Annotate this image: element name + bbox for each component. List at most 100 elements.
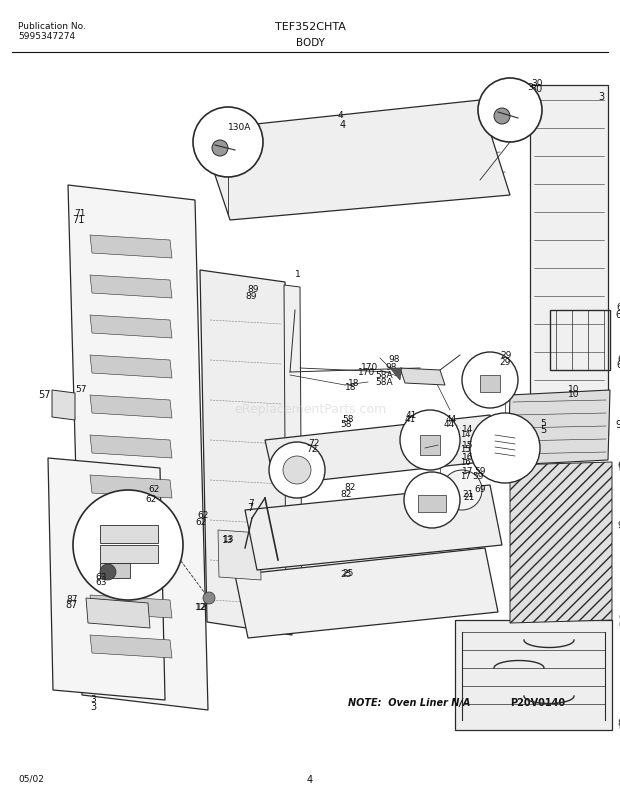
Text: eReplacementParts.com: eReplacementParts.com: [234, 403, 386, 417]
Text: 58A: 58A: [375, 372, 392, 380]
Text: 57: 57: [75, 386, 87, 395]
Text: 7: 7: [248, 499, 254, 507]
Text: 67: 67: [618, 620, 620, 630]
Text: 16: 16: [460, 458, 471, 467]
Polygon shape: [90, 275, 172, 298]
Text: NOTE:  Oven Liner N/A: NOTE: Oven Liner N/A: [348, 698, 471, 708]
Circle shape: [478, 78, 542, 142]
Text: 30: 30: [530, 84, 542, 94]
Polygon shape: [52, 390, 75, 420]
Text: 3: 3: [90, 696, 95, 704]
Text: P20V0140: P20V0140: [510, 698, 565, 708]
Text: 62: 62: [195, 518, 206, 527]
Polygon shape: [90, 355, 172, 378]
Text: 59: 59: [472, 472, 484, 481]
Polygon shape: [400, 368, 445, 385]
Text: 5: 5: [540, 419, 546, 429]
Text: 170: 170: [358, 368, 375, 377]
Text: 4: 4: [307, 775, 313, 785]
Text: 4: 4: [338, 110, 343, 120]
Text: 15: 15: [460, 445, 471, 454]
Text: 3: 3: [90, 702, 96, 712]
Text: 58: 58: [340, 420, 352, 429]
Text: 59: 59: [474, 468, 485, 476]
Text: 5: 5: [540, 425, 546, 435]
Circle shape: [73, 490, 183, 600]
Text: 25: 25: [340, 570, 352, 579]
Polygon shape: [90, 435, 172, 458]
Text: 18: 18: [348, 380, 360, 388]
Polygon shape: [455, 620, 612, 730]
Text: 3: 3: [598, 92, 604, 102]
Text: 5995347274: 5995347274: [18, 32, 75, 41]
Text: 18: 18: [345, 383, 356, 392]
Text: 89: 89: [245, 292, 257, 301]
Circle shape: [400, 410, 460, 470]
Text: 98: 98: [385, 363, 397, 372]
Polygon shape: [420, 435, 440, 455]
Polygon shape: [510, 462, 612, 623]
Circle shape: [203, 592, 215, 604]
Text: 8: 8: [618, 722, 620, 732]
Polygon shape: [245, 485, 502, 570]
Text: 29: 29: [499, 358, 510, 367]
Text: 14: 14: [462, 426, 474, 434]
Text: 58: 58: [342, 414, 353, 423]
Circle shape: [470, 413, 540, 483]
Polygon shape: [90, 315, 172, 338]
Polygon shape: [68, 185, 208, 710]
Polygon shape: [390, 368, 402, 380]
Text: 57: 57: [38, 390, 50, 400]
Text: 72: 72: [306, 445, 317, 454]
Text: 63: 63: [95, 578, 107, 587]
Text: 71: 71: [72, 215, 84, 225]
Text: 6: 6: [618, 465, 620, 475]
Text: 9: 9: [617, 521, 620, 530]
Text: 13: 13: [223, 534, 234, 544]
Text: 44: 44: [444, 420, 455, 429]
Text: 6: 6: [617, 461, 620, 469]
Text: 16: 16: [462, 453, 474, 462]
Text: 14: 14: [460, 430, 471, 439]
Text: 8: 8: [617, 719, 620, 727]
Polygon shape: [200, 100, 510, 220]
Text: 82: 82: [340, 490, 352, 499]
Polygon shape: [100, 563, 130, 578]
Text: 58A: 58A: [375, 378, 392, 387]
Polygon shape: [90, 635, 172, 658]
Text: 13: 13: [222, 536, 234, 545]
Text: 68: 68: [616, 360, 620, 370]
Polygon shape: [284, 285, 302, 620]
Text: 82: 82: [344, 484, 355, 492]
Text: 7: 7: [247, 503, 253, 513]
Polygon shape: [90, 595, 172, 618]
Text: 62: 62: [148, 485, 159, 495]
Text: 4: 4: [340, 120, 346, 130]
Text: 89: 89: [247, 286, 259, 295]
Text: TEF352CHTA: TEF352CHTA: [275, 22, 345, 32]
Polygon shape: [100, 545, 158, 563]
Text: 05/02: 05/02: [18, 775, 44, 784]
Polygon shape: [48, 458, 165, 700]
Text: 12: 12: [195, 603, 206, 612]
Text: 17: 17: [460, 472, 471, 481]
Circle shape: [462, 352, 518, 408]
Circle shape: [100, 564, 116, 580]
Text: BODY: BODY: [296, 38, 324, 48]
Circle shape: [212, 140, 228, 156]
Text: 41: 41: [405, 415, 417, 424]
Text: 21: 21: [462, 490, 474, 499]
Text: 17: 17: [462, 468, 474, 476]
Polygon shape: [90, 555, 172, 578]
Polygon shape: [90, 515, 172, 538]
Circle shape: [442, 470, 482, 510]
Text: 98: 98: [388, 356, 399, 364]
Polygon shape: [235, 548, 498, 638]
Text: Publication No.: Publication No.: [18, 22, 86, 31]
Polygon shape: [218, 530, 261, 580]
Polygon shape: [90, 475, 172, 498]
Text: 66: 66: [616, 303, 620, 313]
Text: 67: 67: [618, 614, 620, 622]
Polygon shape: [508, 390, 610, 465]
Text: 69: 69: [474, 485, 485, 495]
